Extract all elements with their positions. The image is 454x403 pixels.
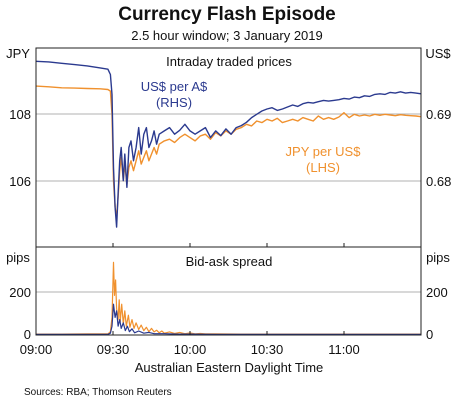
spread-line-usdjpy bbox=[36, 261, 421, 335]
bottom-right-tick-200: 200 bbox=[426, 285, 448, 300]
chart-subtitle: 2.5 hour window; 3 January 2019 bbox=[131, 28, 323, 43]
bottom-left-unit: pips bbox=[6, 250, 30, 265]
spread-line-audusd bbox=[36, 303, 421, 335]
x-tick-label-2: 10:00 bbox=[174, 342, 207, 357]
right-tick-0.68: 0.68 bbox=[426, 174, 451, 189]
series-label-audusd: US$ per A$ bbox=[141, 79, 208, 94]
series-units-audusd: (RHS) bbox=[156, 95, 192, 110]
bottom-left-tick-0: 0 bbox=[24, 327, 31, 342]
bottom-right-tick-0: 0 bbox=[426, 327, 433, 342]
bottom-series-layer bbox=[36, 261, 421, 335]
series-line-usdjpy bbox=[35, 85, 422, 218]
top-panel-heading: Intraday traded prices bbox=[166, 54, 292, 69]
series-label-usdjpy: JPY per US$ bbox=[286, 144, 362, 159]
top-panel-frame bbox=[35, 47, 422, 248]
x-tick-label-4: 11:00 bbox=[328, 342, 360, 357]
bottom-panel-frame bbox=[35, 246, 422, 336]
chart-title: Currency Flash Episode bbox=[118, 4, 336, 25]
bottom-right-unit: pips bbox=[426, 250, 450, 265]
series-units-usdjpy: (LHS) bbox=[306, 160, 340, 175]
right-tick-0.69: 0.69 bbox=[426, 107, 451, 122]
x-axis-ticks: 09:00 09:30 10:00 10:30 11:00 bbox=[20, 243, 360, 357]
x-tick-label-0: 09:00 bbox=[20, 342, 53, 357]
left-tick-106: 106 bbox=[9, 174, 31, 189]
x-tick-label-1: 09:30 bbox=[97, 342, 130, 357]
bottom-left-tick-200: 200 bbox=[9, 285, 31, 300]
top-right-unit: US$ bbox=[425, 46, 451, 61]
left-tick-108: 108 bbox=[9, 107, 31, 122]
bottom-panel-heading: Bid-ask spread bbox=[186, 254, 273, 269]
series-line-audusd bbox=[35, 60, 422, 228]
x-tick-label-3: 10:30 bbox=[251, 342, 284, 357]
top-left-unit: JPY bbox=[6, 46, 30, 61]
x-axis-label: Australian Eastern Daylight Time bbox=[135, 360, 324, 375]
top-series-layer bbox=[35, 60, 422, 228]
source-note: Sources: RBA; Thomson Reuters bbox=[24, 387, 172, 398]
